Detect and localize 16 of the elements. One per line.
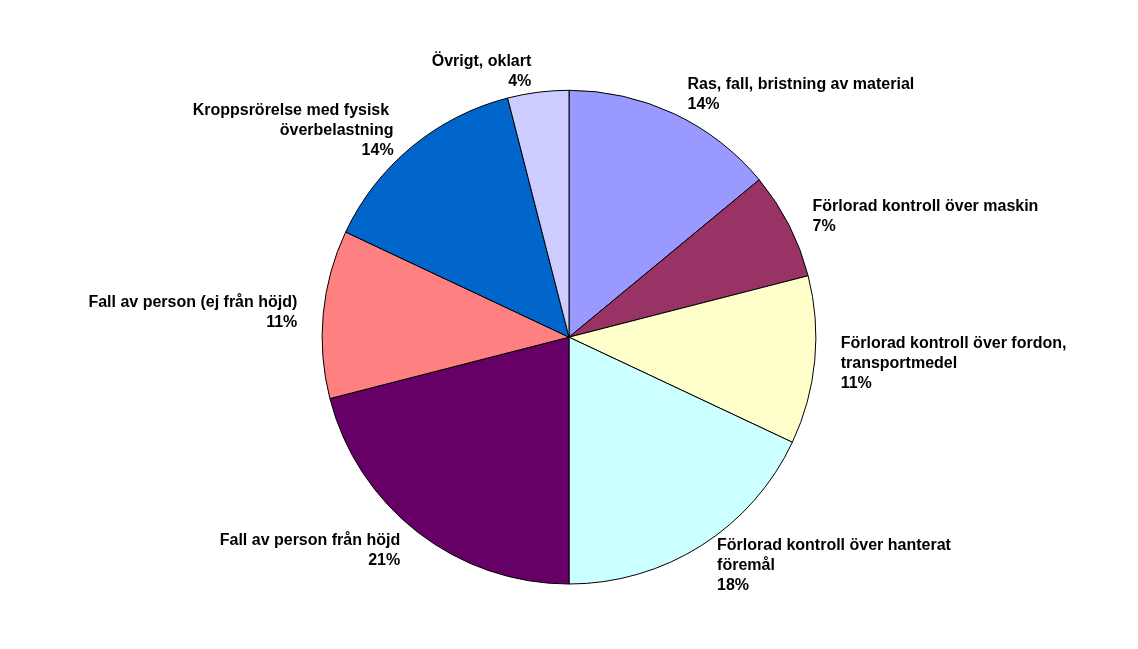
data-label: 18%	[717, 575, 750, 593]
data-label: 14%	[687, 95, 720, 113]
slice-label: Förlorad kontroll över hanterat föremål	[717, 535, 956, 573]
slice-label: Kroppsrörelse med fysisk överbelastning	[192, 101, 394, 139]
data-label: 21%	[368, 551, 401, 569]
slice-label: Ras, fall, bristning av material	[687, 75, 915, 93]
data-label: 14%	[361, 141, 394, 159]
data-label: 11%	[266, 313, 298, 331]
slice-label: Förlorad kontroll över fordon, transportmedel	[840, 333, 1071, 371]
slice-label: Fall av person från höjd	[219, 531, 401, 549]
data-label: 11%	[840, 373, 872, 391]
slice-label: Fall av person (ej från höjd)	[88, 293, 298, 311]
slice-label: Förlorad kontroll över maskin	[812, 196, 1039, 214]
data-label: 4%	[508, 71, 532, 89]
data-label: 7%	[812, 216, 836, 234]
slice-label: Övrigt, oklart	[431, 50, 532, 69]
